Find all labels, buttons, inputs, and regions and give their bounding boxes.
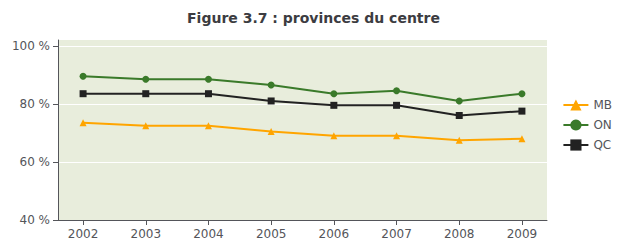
svg-text:2007: 2007	[381, 227, 412, 241]
svg-text:2002: 2002	[68, 227, 99, 241]
svg-text:MB: MB	[593, 98, 612, 112]
svg-text:QC: QC	[593, 138, 611, 152]
svg-text:2005: 2005	[256, 227, 287, 241]
svg-text:60 %: 60 %	[20, 155, 51, 169]
svg-text:2008: 2008	[444, 227, 475, 241]
svg-text:2006: 2006	[319, 227, 350, 241]
svg-text:2003: 2003	[130, 227, 161, 241]
svg-text:ON: ON	[593, 118, 611, 132]
svg-text:Figure 3.7 : provinces du cent: Figure 3.7 : provinces du centre	[187, 10, 440, 26]
svg-text:40 %: 40 %	[20, 213, 51, 227]
svg-text:100 %: 100 %	[12, 39, 50, 53]
svg-text:2004: 2004	[193, 227, 224, 241]
svg-text:2009: 2009	[507, 227, 538, 241]
svg-text:80 %: 80 %	[20, 97, 51, 111]
